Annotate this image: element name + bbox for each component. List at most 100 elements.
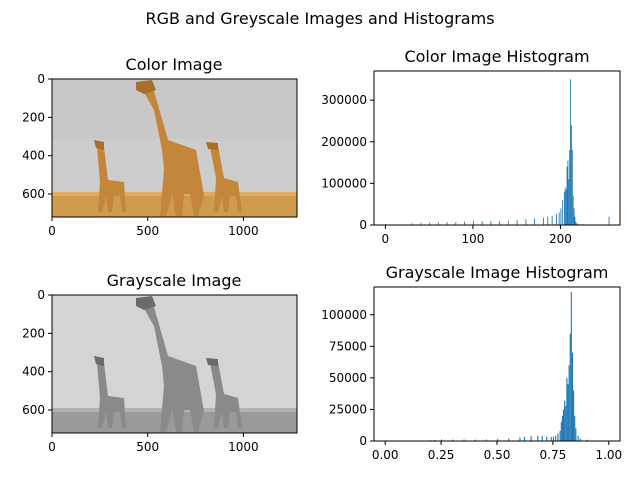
grayscale-histogram-bar [546,436,548,441]
grayscale-histogram-ytick-label: 25000 [329,402,367,416]
grayscale-histogram-bar [537,435,539,441]
color-histogram-bar [525,219,527,225]
color-histogram-axes: 0 100 200 0 100000 200000 300000 [321,93,572,246]
color-histogram-xtick-label: 0 [382,232,390,246]
color-histogram-bar [569,150,571,225]
grayscale-histogram-bar [586,439,588,441]
color-image-xtick-label: 1000 [228,224,259,238]
grayscale-histogram-bar [562,409,565,441]
grayscale-histogram-bar [565,405,567,441]
color-histogram-bar [464,221,466,225]
color-histogram-bar [551,215,553,225]
grayscale-histogram-bar [577,435,579,441]
color-histogram-bar [568,179,570,225]
color-histogram-bar [472,220,474,225]
color-histogram-bar [455,222,457,225]
grayscale-histogram-bar [569,333,571,441]
grayscale-histogram-bar [441,439,443,441]
grayscale-image-title: Grayscale Image [107,271,242,290]
grayscale-histogram-bar [573,390,575,441]
color-image-xtick-label: 0 [48,224,56,238]
grayscale-histogram-ytick-label: 50000 [329,371,367,385]
grayscale-histogram-panel: Grayscale Image Histogram 0.00 0.25 0.50 0.… [321,263,622,462]
grayscale-image-xtick-label: 0 [48,440,56,454]
color-image-ytick-label: 600 [22,187,45,201]
grayscale-histogram-title: Grayscale Image Histogram [386,263,609,282]
color-histogram-bar [547,216,549,225]
color-histogram-bar [446,222,448,225]
color-histogram-bar [420,222,422,225]
grayscale-histogram-bar [519,437,521,441]
color-histogram-ytick-label: 300000 [321,93,367,107]
color-histogram-bar [499,221,501,225]
grayscale-histogram-bar [560,422,562,441]
color-histogram-bar [542,217,544,225]
color-histogram-bar [608,216,610,225]
grayscale-histogram-xtick-label: 0.00 [372,448,399,462]
grayscale-histogram-ytick-label: 0 [359,434,367,448]
color-histogram-ytick-label: 100000 [321,176,367,190]
grayscale-histogram-bar [574,415,576,441]
grayscale-image-ytick-label: 200 [22,326,45,340]
color-histogram-bar [563,191,565,225]
grayscale-histogram-bar [557,433,559,441]
figure-suptitle: RGB and Greyscale Images and Histograms [145,9,494,28]
color-histogram-bars [385,79,610,225]
color-image-ytick-label: 0 [37,72,45,86]
color-histogram-bar [556,214,557,225]
grayscale-histogram-bar [463,439,465,441]
color-image-xtick-label: 500 [136,224,159,238]
color-image-ytick-label: 200 [22,110,45,124]
grayscale-image-ytick-label: 600 [22,403,45,417]
grayscale-histogram-bar [497,439,499,441]
color-image-axes: 0 500 1000 0 200 400 600 [22,72,259,238]
color-histogram-ytick-label: 200000 [321,135,367,149]
color-histogram-bar [516,220,518,225]
color-histogram-bar [429,222,431,225]
grayscale-histogram-ytick-label: 75000 [329,339,367,353]
grayscale-histogram-bar [567,384,569,441]
color-histogram-bar [576,223,578,225]
grayscale-histogram-xtick-label: 0.25 [428,448,455,462]
grayscale-histogram-bar [508,438,510,441]
color-histogram-bar [571,150,573,225]
color-image-panel: Color Image 0 500 1000 0 200 400 600 [22,55,298,238]
grayscale-histogram-bar [485,439,487,441]
color-histogram-bar [570,125,572,225]
grayscale-image-xtick-label: 500 [136,440,159,454]
grayscale-image-ytick-label: 0 [37,288,45,302]
grayscale-histogram-bar [566,377,568,441]
color-image-picture [52,79,297,217]
color-histogram-bar [570,79,571,225]
color-histogram-xtick-label: 100 [461,232,484,246]
grayscale-histogram-bar [474,439,476,441]
grayscale-image-xtick-label: 1000 [228,440,259,454]
grayscale-histogram-bar [570,292,572,441]
color-histogram-bar [565,189,567,225]
color-histogram-bar [573,208,575,225]
grayscale-histogram-xtick-label: 1.00 [595,448,622,462]
color-histogram-bar [507,220,509,225]
grayscale-histogram-bar [555,435,557,441]
grayscale-histogram-bar [568,365,570,441]
grayscale-histogram-bar [552,436,555,441]
grayscale-histogram-bar [530,436,532,441]
color-histogram-bar [558,212,560,225]
grayscale-image-picture [52,295,297,433]
color-histogram-ytick-label: 0 [359,218,367,232]
grayscale-histogram-bars [429,292,599,441]
grayscale-histogram-bar [550,436,552,441]
color-image-title: Color Image [126,55,223,74]
grayscale-image-panel: Grayscale Image 0 500 1000 0 200 400 600 [22,271,298,454]
grayscale-histogram-bar [523,436,525,441]
grayscale-histogram-bar [541,435,543,441]
grayscale-image-axes: 0 500 1000 0 200 400 600 [22,288,259,454]
color-histogram-bar [411,223,413,225]
grayscale-histogram-bar [559,430,561,441]
color-histogram-bar [575,221,577,225]
grayscale-histogram-axes: 0.00 0.25 0.50 0.75 1.00 0 25000 50000 75000 1000… [321,308,622,462]
color-histogram-bar [567,160,569,225]
grayscale-histogram-xtick-label: 0.50 [484,448,511,462]
color-image-ytick-label: 400 [22,149,45,163]
